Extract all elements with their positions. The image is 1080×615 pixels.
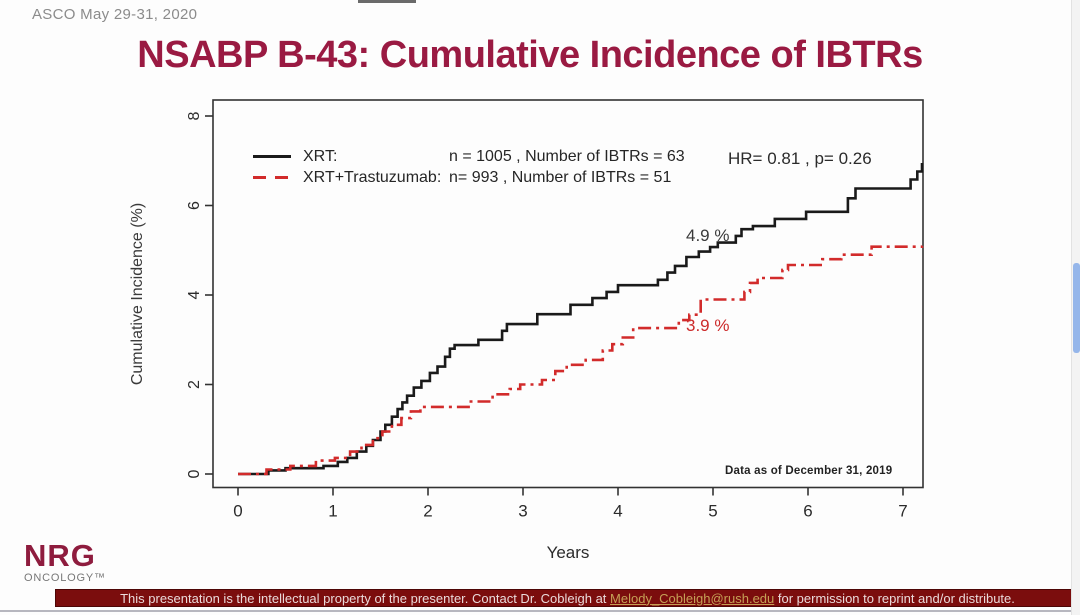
window-edge-line — [0, 610, 1080, 612]
nrg-logo-text: NRG — [24, 538, 96, 573]
svg-text:7: 7 — [898, 502, 907, 521]
scrollbar-thumb[interactable] — [1073, 263, 1080, 353]
svg-text:0: 0 — [233, 502, 242, 521]
svg-text:6: 6 — [803, 502, 812, 521]
nrg-oncology-logo: NRG ONCOLOGY™ — [24, 538, 106, 585]
svg-text:6: 6 — [186, 201, 203, 210]
svg-text:1: 1 — [328, 502, 337, 521]
legend-row-xrt: XRT: n = 1005 , Number of IBTRs = 63 — [253, 146, 685, 167]
svg-text:5: 5 — [708, 502, 717, 521]
legend-row-trastuzumab: XRT+Trastuzumab: n= 993 , Number of IBTR… — [253, 167, 685, 188]
x-axis-label: Years — [546, 543, 590, 562]
conference-label: ASCO May 29-31, 2020 — [32, 6, 198, 23]
svg-text:8: 8 — [186, 111, 203, 120]
copyright-text-after: for permission to reprint and/or distrib… — [774, 590, 1015, 606]
email-link[interactable]: Melody_Cobleigh@rush.edu — [610, 590, 775, 606]
svg-text:0: 0 — [186, 469, 203, 478]
y-axis-label: Cumulative Incidence (%) — [129, 202, 146, 386]
copyright-text-before: This presentation is the intellectual pr… — [120, 590, 611, 606]
svg-text:4: 4 — [613, 502, 622, 521]
window-artifact — [358, 0, 416, 3]
copyright-bar: This presentation is the intellectual pr… — [55, 589, 1080, 607]
xrt-solid-line-swatch — [253, 155, 291, 158]
scrollbar-track[interactable] — [1071, 0, 1080, 615]
hazard-ratio-annotation: HR= 0.81 , p= 0.26 — [728, 149, 872, 168]
nrg-logo-subtext: ONCOLOGY™ — [24, 572, 106, 584]
slide-title: NSABP B-43: Cumulative Incidence of IBTR… — [137, 34, 923, 76]
annotation-xrt-value: 4.9 % — [686, 226, 730, 245]
data-cutoff-note: Data as of December 31, 2019 — [725, 465, 893, 477]
svg-text:2: 2 — [423, 502, 432, 521]
chart-legend: XRT: n = 1005 , Number of IBTRs = 63 XRT… — [253, 146, 685, 188]
svg-text:3: 3 — [518, 502, 527, 521]
svg-text:4: 4 — [186, 290, 203, 299]
legend-label-trastuzumab: XRT+Trastuzumab: — [303, 168, 442, 186]
legend-stats-xrt: n = 1005 , Number of IBTRs = 63 — [449, 147, 685, 165]
trastuzumab-dashed-line-swatch — [253, 176, 291, 179]
svg-text:2: 2 — [186, 380, 203, 389]
annotation-trastuzumab-value: 3.9 % — [686, 316, 730, 335]
legend-stats-trastuzumab: n= 993 , Number of IBTRs = 51 — [449, 168, 672, 186]
legend-label-xrt: XRT: — [303, 147, 338, 165]
